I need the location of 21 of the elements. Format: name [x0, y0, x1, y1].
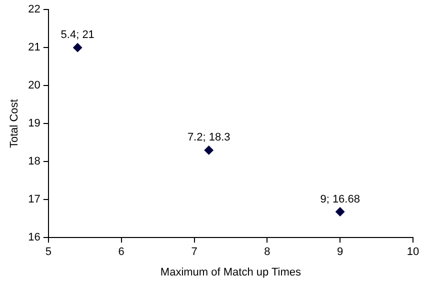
x-tick-label: 5: [45, 246, 52, 258]
x-tick-label: 10: [406, 246, 420, 258]
data-label: 5.4; 21: [60, 29, 94, 42]
y-tick-label: 20: [28, 80, 40, 92]
y-tick-label: 18: [28, 156, 40, 168]
y-tick-label: 19: [28, 118, 40, 130]
x-tick-label: 7: [191, 246, 198, 258]
point: [73, 43, 82, 52]
point: [336, 207, 345, 216]
point: [204, 146, 214, 155]
x-axis-title: Maximum of Match up Times: [160, 266, 302, 278]
x-tick-label: 8: [264, 246, 270, 258]
x-tick-label: 9: [337, 246, 344, 258]
y-tick-label: 21: [28, 42, 40, 54]
y-axis-title: Total Cost: [8, 99, 21, 148]
y-tick-label: 16: [28, 232, 40, 244]
y-tick-label: 22: [28, 4, 40, 16]
data-label: 9; 16.68: [320, 193, 360, 206]
data-label: 7.2; 18.3: [187, 132, 230, 144]
y-tick-label: 17: [28, 194, 40, 206]
x-tick-label: 6: [118, 246, 124, 258]
